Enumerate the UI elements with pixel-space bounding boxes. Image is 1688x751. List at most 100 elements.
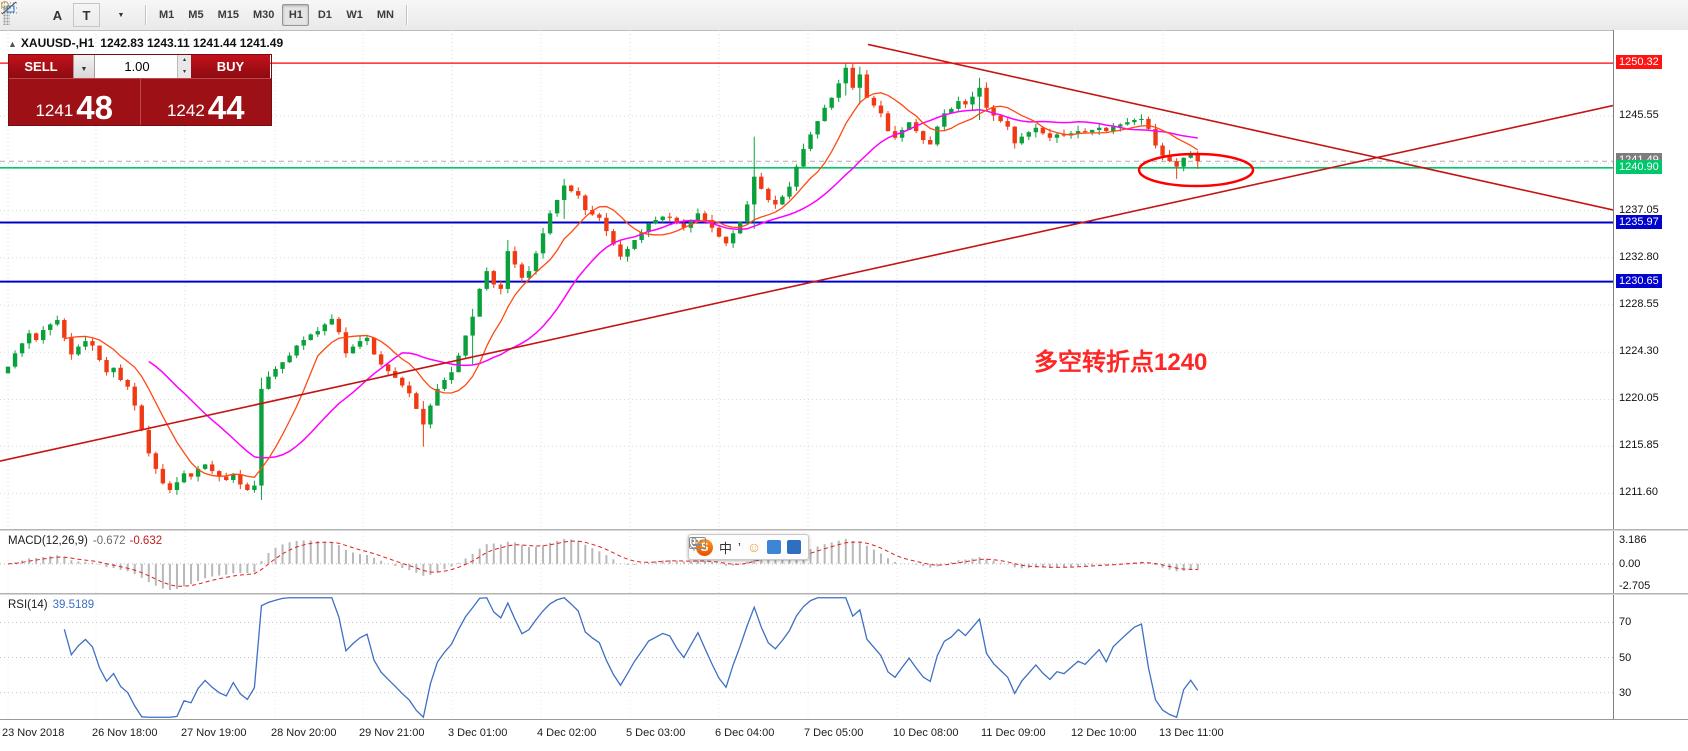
buy-price-display[interactable]: 1242 44: [141, 79, 272, 125]
time-label: 28 Nov 20:00: [271, 727, 337, 739]
buy-button[interactable]: BUY: [191, 55, 270, 78]
time-label: 26 Nov 18:00: [92, 727, 158, 739]
macd-main-value: -0.672: [92, 535, 126, 547]
timeframe-toolbar: M1 M5 M15 M30 H1 D1 W1 MN: [153, 4, 400, 26]
sell-price-main: 1241: [35, 101, 74, 120]
time-label: 4 Dec 02:00: [537, 727, 597, 739]
one-click-trading-panel: SELL ▼ ▴ ▾ BUY 1241 48 1242: [8, 54, 272, 126]
label-tool-button[interactable]: T: [73, 3, 100, 27]
sell-price-pips: 48: [76, 88, 114, 126]
time-label: 10 Dec 08:00: [893, 727, 959, 739]
price-label: 1245.55: [1619, 109, 1659, 122]
chart-symbol: XAUUSD-,H1: [20, 36, 95, 50]
macd-panel[interactable]: MACD(12,26,9) -0.672 -0.632 S 中 ’ ☺: [0, 530, 1613, 594]
price-label: 1224.30: [1619, 345, 1659, 358]
price-label: 1230.65: [1616, 273, 1662, 288]
rsi-value: 39.5189: [52, 599, 95, 611]
ime-lang-label[interactable]: 中: [719, 540, 733, 556]
time-label: 23 Nov 2018: [2, 727, 65, 739]
ime-skin-icon[interactable]: [767, 540, 782, 554]
macd-chart: [0, 532, 1613, 594]
trendline: [0, 104, 1613, 462]
price-scale[interactable]: [1613, 30, 1688, 719]
timeframe-m30-button[interactable]: M30: [247, 4, 280, 26]
label-tool-icon: T: [82, 7, 91, 23]
price-label: 30: [1619, 686, 1632, 699]
timeframe-m15-button[interactable]: M15: [212, 4, 245, 26]
price-label: 1240.90: [1616, 159, 1662, 174]
timeframe-h1-button[interactable]: H1: [282, 4, 310, 26]
time-label: 3 Dec 01:00: [448, 727, 508, 739]
toolbar-separator: [405, 5, 408, 25]
volume-stepper: ▴ ▾: [177, 55, 191, 78]
ime-toolbar[interactable]: S 中 ’ ☺: [688, 534, 810, 560]
fibonacci-icon: [1, 1, 17, 15]
volume-dropdown-button[interactable]: ▼: [73, 55, 95, 78]
ime-emoji-icon[interactable]: ☺: [746, 539, 762, 555]
trendline: [867, 43, 1613, 211]
timeframe-m1-button[interactable]: M1: [153, 4, 180, 26]
objects-dropdown-button[interactable]: ▼: [1, 1, 138, 27]
rsi-name: RSI(14): [8, 599, 48, 611]
ime-punctuation-label[interactable]: ’: [738, 539, 741, 555]
shapes-icon: [1, 1, 15, 13]
timeframe-mn-button[interactable]: MN: [371, 4, 400, 26]
chart-ohlc: 1242.83 1243.11 1241.44 1241.49: [100, 36, 284, 50]
candles: [5, 63, 1200, 500]
time-label: 5 Dec 03:00: [626, 727, 686, 739]
rsi-chart: [0, 596, 1613, 719]
toolbar-grip[interactable]: [3, 5, 10, 25]
price-label: 3.186: [1619, 534, 1647, 546]
highlight-ellipse: [1137, 152, 1255, 188]
timeframe-d1-button[interactable]: D1: [311, 4, 338, 26]
macd-name: MACD(12,26,9): [8, 535, 88, 547]
panel-splitter[interactable]: [0, 529, 1688, 531]
price-label: -2.705: [1619, 580, 1651, 592]
text-tool-icon: A: [52, 7, 63, 23]
time-label: 29 Nov 21:00: [359, 727, 425, 739]
time-axis[interactable]: 23 Nov 2018 26 Nov 18:00 27 Nov 19:00 28 No…: [0, 719, 1688, 751]
time-label: 7 Dec 05:00: [804, 727, 864, 739]
fibonacci-tool-button[interactable]: [1, 1, 42, 27]
price-label: 1235.97: [1616, 214, 1662, 229]
price-label: 1228.55: [1619, 298, 1659, 310]
price-label: 1220.05: [1619, 392, 1659, 405]
rsi-label: RSI(14) 39.5189: [8, 599, 94, 611]
sell-button[interactable]: SELL: [9, 55, 73, 78]
volume-decrease-button[interactable]: ▾: [178, 66, 191, 78]
panel-splitter[interactable]: [0, 593, 1688, 595]
chart-annotation-text: 多空转折点1240: [1034, 349, 1208, 376]
chart-title: ▲ XAUUSD-,H1 1242.83 1243.11 1241.44 1241.…: [8, 36, 283, 50]
rsi-panel[interactable]: RSI(14) 39.5189: [0, 594, 1613, 719]
price-direction-up-icon: ▲: [8, 39, 17, 49]
time-label: 13 Dec 11:00: [1159, 727, 1224, 739]
price-label: 0.00: [1619, 557, 1641, 570]
volume-input[interactable]: [95, 55, 191, 78]
toolbar-separator: [145, 5, 147, 25]
candlestick-chart[interactable]: [0, 30, 1613, 530]
buy-price-pips: 44: [207, 88, 245, 126]
price-divider: [139, 79, 141, 125]
toolbar: A T ▼ M1 M5 M15 M30 H1 D1 W1 MN: [0, 0, 1688, 31]
buy-price-main: 1242: [166, 101, 205, 120]
chart-area[interactable]: ▲ XAUUSD-,H1 1242.83 1243.11 1241.44 1241.…: [0, 30, 1613, 530]
time-label: 27 Nov 19:00: [181, 727, 247, 739]
price-label: 1215.85: [1619, 439, 1659, 452]
price-label: 1211.60: [1619, 486, 1658, 499]
timeframe-w1-button[interactable]: W1: [340, 4, 369, 26]
text-tool-button[interactable]: A: [44, 3, 71, 27]
price-label: 1250.32: [1616, 55, 1662, 70]
ime-keyboard-icon[interactable]: [689, 537, 706, 549]
volume-field: ▴ ▾: [95, 55, 191, 78]
caret-down-icon: ▼: [80, 66, 88, 73]
caret-down-icon: ▼: [117, 11, 125, 19]
time-label: 6 Dec 04:00: [715, 727, 775, 739]
time-label: 11 Dec 09:00: [981, 727, 1046, 739]
timeframe-m5-button[interactable]: M5: [182, 4, 209, 26]
volume-increase-button[interactable]: ▴: [178, 55, 191, 67]
time-label: 12 Dec 10:00: [1071, 727, 1137, 739]
sogou-logo-icon[interactable]: S: [696, 538, 713, 556]
sell-price-display[interactable]: 1241 48: [9, 79, 140, 125]
ime-toolbox-icon[interactable]: [787, 540, 802, 554]
